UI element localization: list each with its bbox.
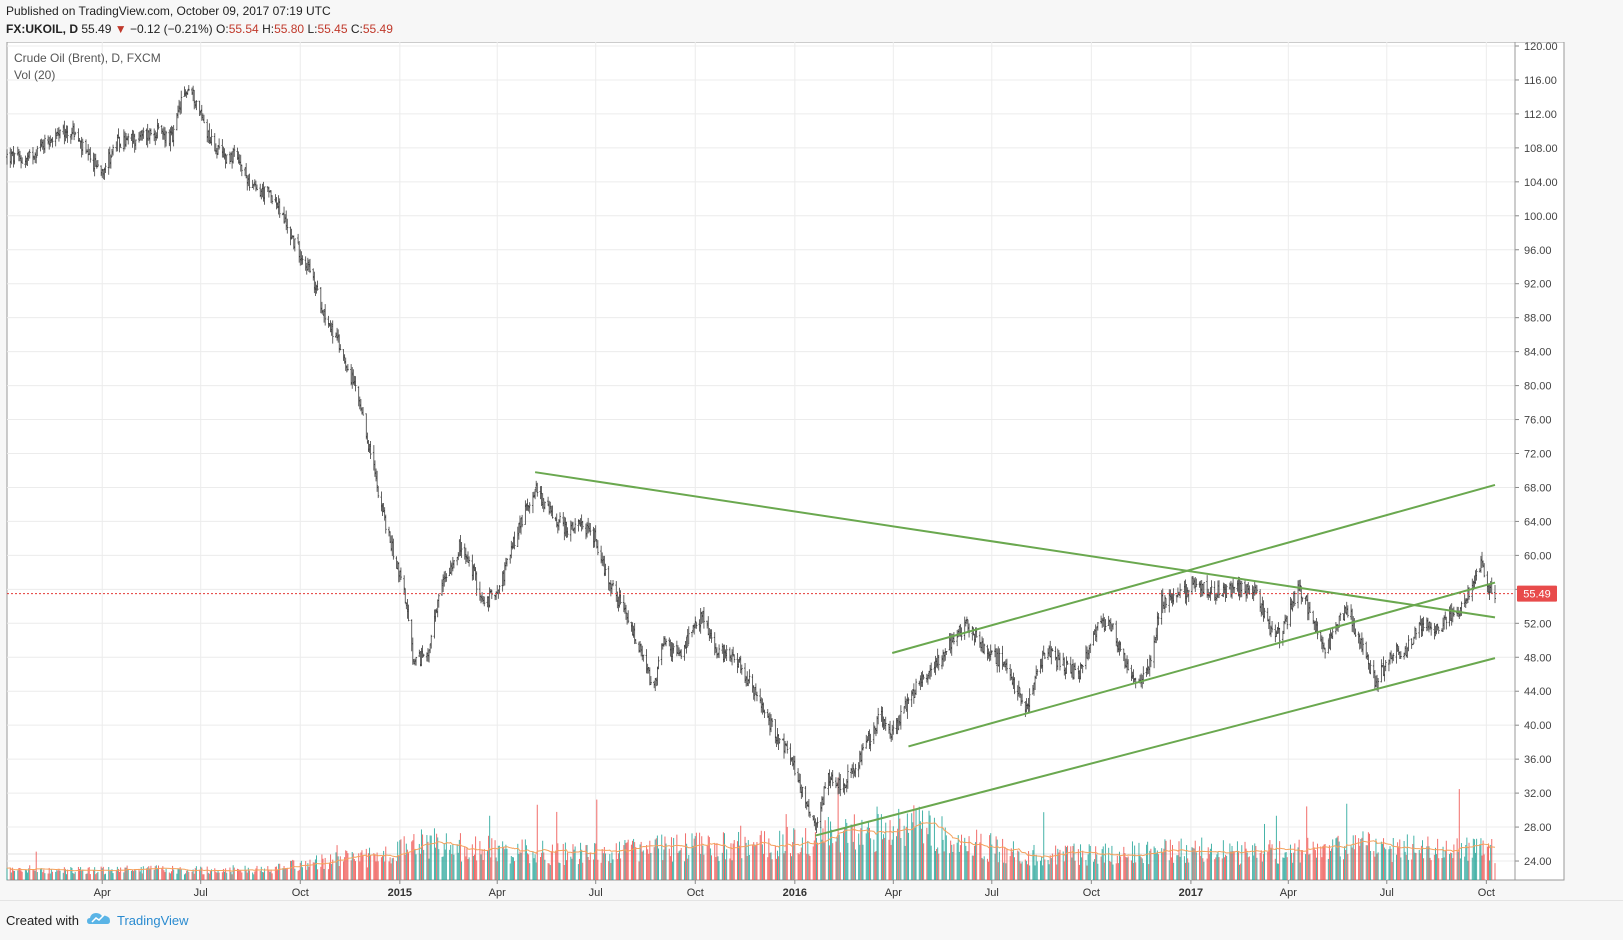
- y-tick-label: 40.00: [1524, 720, 1552, 732]
- trendline[interactable]: [891, 483, 1496, 654]
- price-candles: [6, 85, 1496, 834]
- legend-title[interactable]: Crude Oil (Brent), D, FXCM: [14, 51, 161, 65]
- tradingview-brand[interactable]: TradingView: [117, 913, 189, 928]
- volume-ma-line: [6, 821, 1496, 872]
- low-value: 55.45: [317, 22, 348, 36]
- trendline[interactable]: [534, 471, 1496, 619]
- close-value: 55.49: [362, 22, 393, 36]
- y-tick-label: 96.00: [1524, 245, 1552, 257]
- y-tick-label: 100.00: [1524, 211, 1558, 223]
- open-label: O:: [216, 22, 229, 36]
- chart-header: Published on TradingView.com, October 09…: [0, 0, 1623, 42]
- x-tick-label: Oct: [1083, 887, 1100, 899]
- y-tick-label: 104.00: [1524, 177, 1558, 189]
- x-tick-label: Jul: [1380, 887, 1394, 899]
- y-tick-label: 84.00: [1524, 347, 1552, 359]
- y-tick-label: 88.00: [1524, 313, 1552, 325]
- created-with-text: Created with: [6, 913, 79, 928]
- y-tick-label: 108.00: [1524, 143, 1558, 155]
- y-tick-label: 24.00: [1524, 856, 1552, 868]
- y-tick-label: 80.00: [1524, 381, 1552, 393]
- y-tick-label: 68.00: [1524, 482, 1552, 494]
- x-tick-label: 2017: [1179, 887, 1203, 899]
- y-tick-label: 64.00: [1524, 516, 1552, 528]
- x-tick-label: 2015: [388, 887, 412, 899]
- y-tick-label: 76.00: [1524, 415, 1552, 427]
- y-tick-label: 32.00: [1524, 788, 1552, 800]
- down-arrow-icon: ▼: [114, 22, 127, 36]
- price-chart[interactable]: 24.00 28.00 32.00 36.00 40.00 44.00 48.00 52.00…: [0, 42, 1623, 900]
- high-value: 55.80: [274, 22, 305, 36]
- footer: Created with TradingView: [0, 900, 1623, 940]
- x-tick-label: Jul: [589, 887, 603, 899]
- gridlines: [7, 42, 1515, 880]
- x-tick-label: 2016: [783, 887, 807, 899]
- x-tick-label: Jul: [194, 887, 208, 899]
- x-tick-label: Oct: [1478, 887, 1495, 899]
- open-value: 55.54: [228, 22, 259, 36]
- published-text: Published on TradingView.com, October 09…: [6, 4, 331, 18]
- current-price-text: 55.49: [1523, 589, 1551, 601]
- y-tick-label: 28.00: [1524, 822, 1552, 834]
- x-tick-label: Oct: [292, 887, 309, 899]
- x-tick-label: Apr: [94, 887, 111, 899]
- x-tick-label: Oct: [687, 887, 704, 899]
- y-tick-label: 48.00: [1524, 652, 1552, 664]
- y-tick-label: 60.00: [1524, 550, 1552, 562]
- x-tick-label: Jul: [985, 887, 999, 899]
- quote-line: FX:UKOIL, D 55.49 ▼ −0.12 (−0.21%) O:55.…: [6, 22, 393, 36]
- symbol-label[interactable]: FX:UKOIL, D: [6, 22, 78, 36]
- y-tick-label: 72.00: [1524, 449, 1552, 461]
- y-tick-label: 36.00: [1524, 754, 1552, 766]
- y-tick-label: 120.00: [1524, 42, 1558, 53]
- close-label: C:: [350, 22, 363, 36]
- high-label: H:: [262, 22, 275, 36]
- y-tick-label: 44.00: [1524, 686, 1552, 698]
- price-change: −0.12 (−0.21%): [129, 22, 213, 36]
- y-tick-label: 112.00: [1524, 109, 1557, 121]
- low-label: L:: [307, 22, 318, 36]
- trendline[interactable]: [815, 657, 1496, 837]
- time-axis[interactable]: Apr Jul Oct 2015 Apr Jul Oct 2016 Apr Jul Oct 2017 A…: [94, 880, 1495, 899]
- trendlines[interactable]: [534, 471, 1496, 837]
- tradingview-cloud-icon[interactable]: [86, 909, 112, 929]
- x-tick-label: Apr: [1280, 887, 1297, 899]
- y-tick-label: 116.00: [1524, 75, 1557, 87]
- legend-indicator[interactable]: Vol (20): [14, 68, 55, 82]
- current-price-label: 55.49: [1517, 585, 1557, 602]
- x-tick-label: Apr: [885, 887, 902, 899]
- last-price: 55.49: [81, 22, 112, 36]
- y-tick-label: 92.00: [1524, 279, 1552, 291]
- y-tick-label: 52.00: [1524, 618, 1552, 630]
- x-tick-label: Apr: [489, 887, 506, 899]
- trendline[interactable]: [908, 581, 1496, 748]
